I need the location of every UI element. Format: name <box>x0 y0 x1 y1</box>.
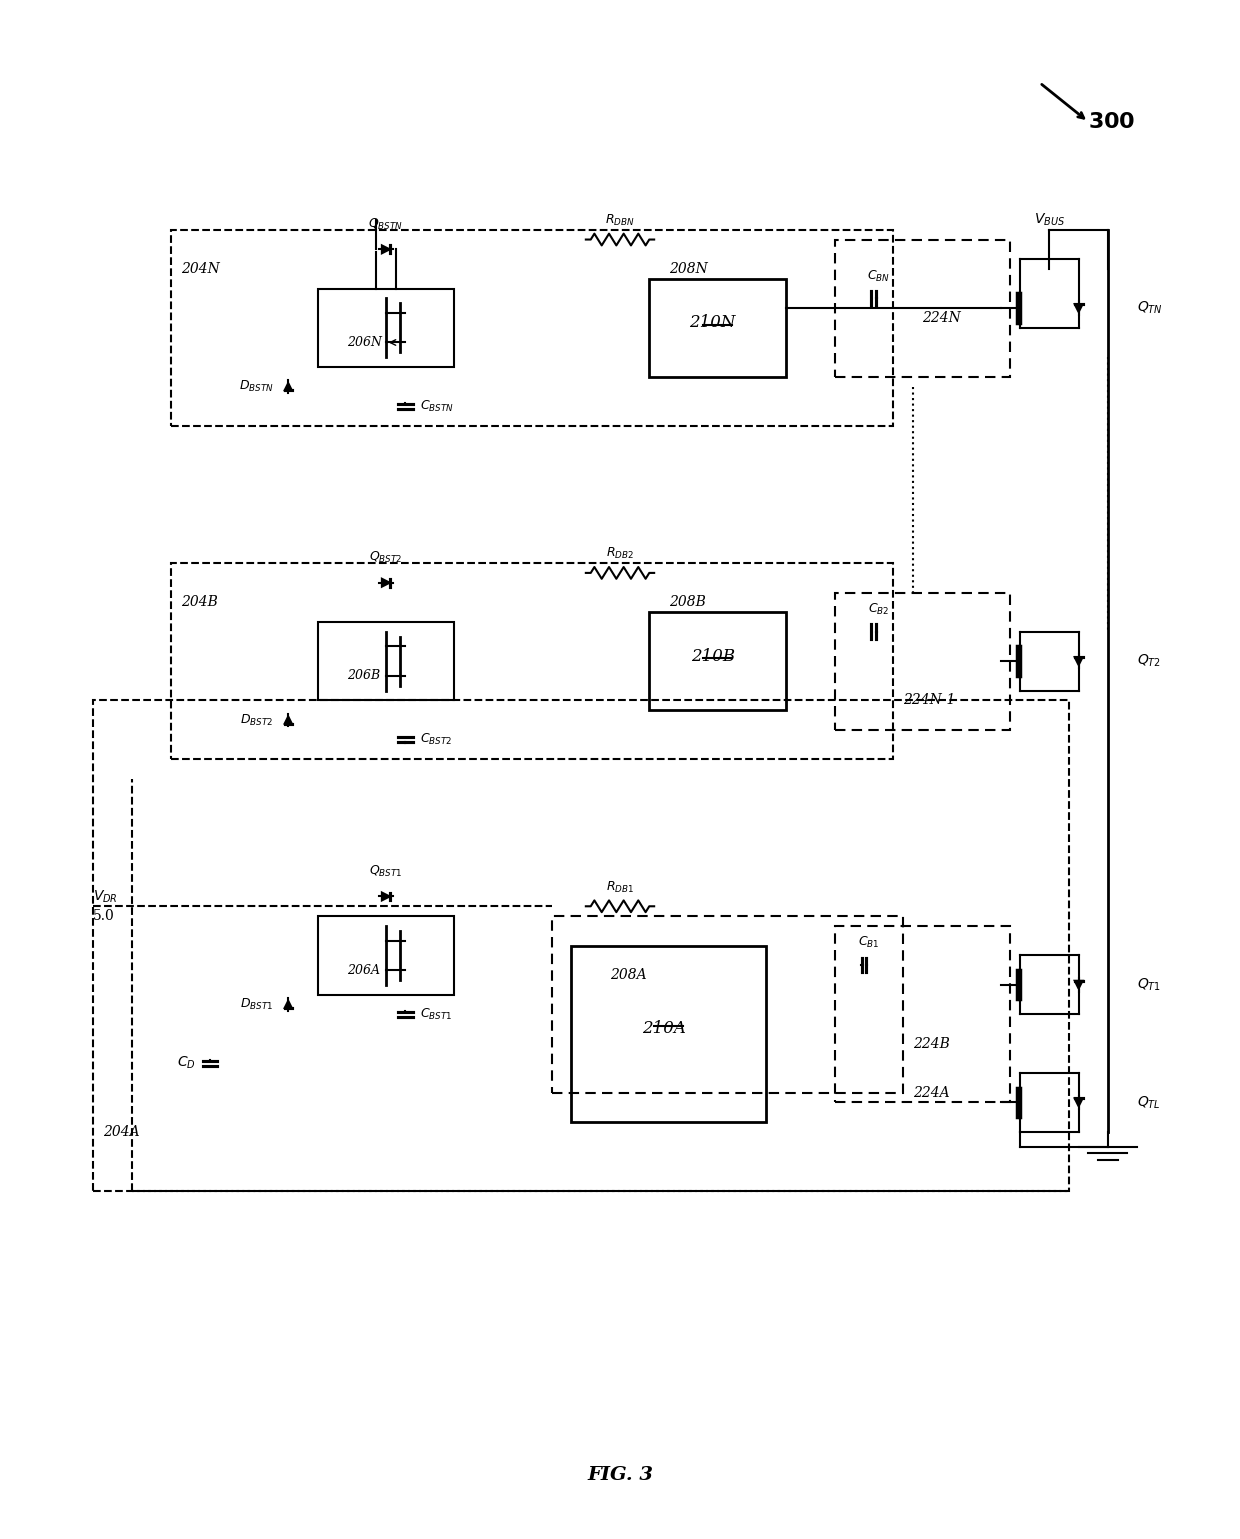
Text: $Q_{TL}$: $Q_{TL}$ <box>1137 1094 1161 1111</box>
Bar <box>835 926 1011 1102</box>
Text: $C_{B2}$: $C_{B2}$ <box>868 602 889 617</box>
Polygon shape <box>1075 1099 1083 1107</box>
Text: $R_{DB2}$: $R_{DB2}$ <box>606 546 634 562</box>
Bar <box>650 279 786 377</box>
Text: 210B: 210B <box>691 648 735 665</box>
Text: $C_{BN}$: $C_{BN}$ <box>867 269 890 283</box>
Bar <box>552 916 903 1093</box>
Text: $Q_{TN}$: $Q_{TN}$ <box>1137 300 1163 317</box>
Bar <box>317 288 454 366</box>
Text: $D_{BSTN}$: $D_{BSTN}$ <box>239 379 274 394</box>
Text: 206N: 206N <box>347 336 382 349</box>
Text: $C_{BST2}$: $C_{BST2}$ <box>420 733 453 746</box>
Text: 204N: 204N <box>181 262 219 275</box>
Text: FIG. 3: FIG. 3 <box>587 1467 653 1484</box>
Text: $Q_{BST2}$: $Q_{BST2}$ <box>370 549 403 565</box>
Bar <box>171 229 893 426</box>
Polygon shape <box>285 383 291 391</box>
Bar <box>317 916 454 994</box>
Polygon shape <box>382 893 389 900</box>
Bar <box>93 700 1069 1191</box>
Text: 208N: 208N <box>668 262 708 275</box>
Text: $V_{BUS}$: $V_{BUS}$ <box>1034 212 1065 228</box>
Bar <box>572 945 766 1122</box>
Polygon shape <box>285 1000 291 1008</box>
Text: $Q_{T2}$: $Q_{T2}$ <box>1137 653 1161 669</box>
Text: 224B: 224B <box>913 1037 950 1051</box>
Text: 224A: 224A <box>913 1085 950 1099</box>
Text: $\bf{300}$: $\bf{300}$ <box>1089 111 1136 132</box>
Polygon shape <box>1075 305 1083 312</box>
Text: 206A: 206A <box>347 963 379 977</box>
Polygon shape <box>285 717 291 723</box>
Text: $V_{DR}$: $V_{DR}$ <box>93 888 118 905</box>
Text: 206B: 206B <box>347 669 379 682</box>
Text: 208B: 208B <box>668 596 706 609</box>
Bar <box>317 622 454 700</box>
Text: 210A: 210A <box>642 1020 686 1037</box>
Text: $R_{DBN}$: $R_{DBN}$ <box>605 212 635 228</box>
Text: $C_{B1}$: $C_{B1}$ <box>858 936 879 951</box>
Bar <box>171 563 893 759</box>
Text: 208A: 208A <box>610 968 647 982</box>
Polygon shape <box>382 579 389 586</box>
Bar <box>835 240 1011 377</box>
Text: 204B: 204B <box>181 596 218 609</box>
Text: $C_{BST1}$: $C_{BST1}$ <box>420 1007 453 1022</box>
Polygon shape <box>1075 980 1083 988</box>
Text: 224N: 224N <box>923 311 961 325</box>
Text: $R_{DB1}$: $R_{DB1}$ <box>606 879 634 894</box>
Text: $D_{BST1}$: $D_{BST1}$ <box>241 997 274 1011</box>
Text: 224N-1: 224N-1 <box>903 694 955 708</box>
Text: $C_D$: $C_D$ <box>177 1054 196 1071</box>
Text: $C_{BSTN}$: $C_{BSTN}$ <box>420 399 454 414</box>
Text: 210N: 210N <box>689 314 735 331</box>
Bar <box>835 593 1011 729</box>
Text: $D_{BST2}$: $D_{BST2}$ <box>241 713 274 728</box>
Bar <box>650 613 786 709</box>
Text: 204A: 204A <box>103 1125 139 1139</box>
Text: $Q_{BSTN}$: $Q_{BSTN}$ <box>368 217 403 232</box>
Text: $Q_{T1}$: $Q_{T1}$ <box>1137 977 1162 993</box>
Polygon shape <box>1075 657 1083 665</box>
Text: 5.0: 5.0 <box>93 910 115 923</box>
Polygon shape <box>382 245 389 254</box>
Text: $Q_{BST1}$: $Q_{BST1}$ <box>370 863 403 879</box>
